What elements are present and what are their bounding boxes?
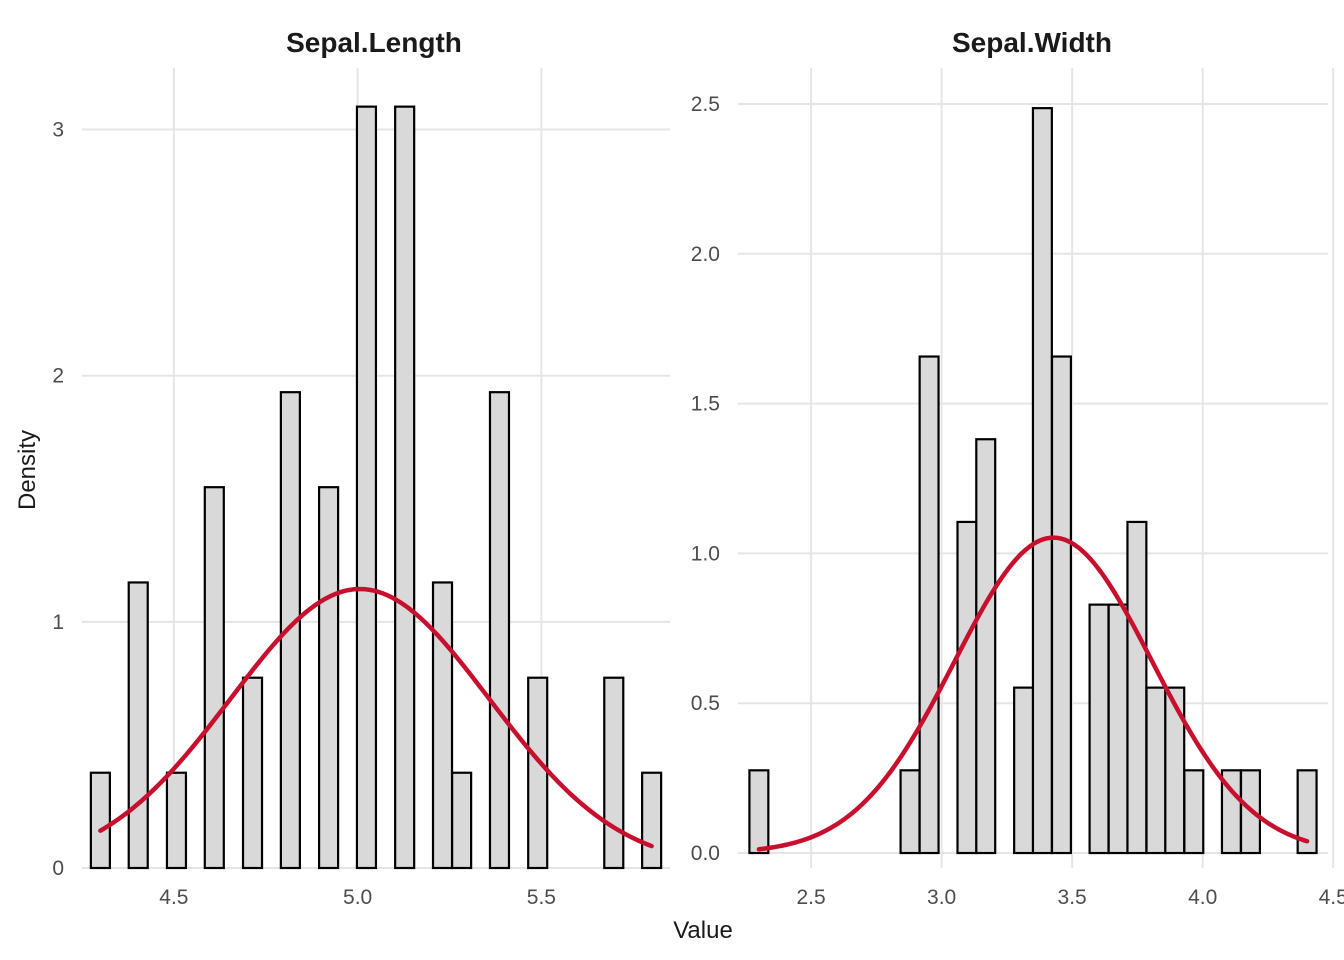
normal-density-curve bbox=[756, 535, 1310, 852]
histogram-bar bbox=[1183, 769, 1205, 855]
histogram-bar bbox=[956, 520, 978, 855]
bars-sepal-width bbox=[748, 107, 1318, 855]
y-tick-label: 0 bbox=[52, 857, 64, 880]
panel-title-sepal-length: Sepal.Length bbox=[286, 27, 462, 58]
histogram-bar bbox=[127, 581, 149, 870]
y-tick-label: 1.5 bbox=[691, 393, 720, 416]
histogram-bar bbox=[317, 486, 340, 870]
histogram-bar bbox=[451, 771, 473, 870]
histogram-bar bbox=[1296, 769, 1318, 855]
histogram-bar bbox=[488, 391, 511, 870]
histogram-bar bbox=[355, 105, 378, 870]
histogram-bar bbox=[527, 676, 549, 870]
y-tick-label: 1 bbox=[52, 611, 64, 634]
bars-sepal-length bbox=[89, 105, 663, 870]
y-tick-labels-sepal-length: 0 1 2 3 bbox=[52, 119, 64, 880]
x-tick-label: 4.5 bbox=[159, 886, 188, 909]
y-tick-label: 2 bbox=[52, 365, 64, 388]
y-tick-labels-sepal-width: 0.0 0.5 1.0 1.5 2.0 2.5 bbox=[691, 93, 720, 865]
panel-sepal-width: 2.5 3.0 3.5 4.0 4.5 0.0 0.5 1.0 1.5 2.0 2.5 Sepal… bbox=[691, 27, 1344, 909]
x-tick-label: 5.5 bbox=[527, 886, 556, 909]
histogram-bar bbox=[641, 771, 663, 870]
x-tick-label: 3.0 bbox=[927, 886, 956, 909]
histogram-bar bbox=[203, 486, 225, 870]
x-tick-labels-sepal-length: 4.5 5.0 5.5 bbox=[159, 886, 556, 909]
histogram-bar bbox=[89, 771, 111, 870]
x-tick-labels-sepal-width: 2.5 3.0 3.5 4.0 4.5 bbox=[796, 886, 1344, 909]
histogram-bar bbox=[279, 391, 301, 870]
histogram-bar bbox=[1107, 603, 1129, 855]
x-tick-label: 3.5 bbox=[1058, 886, 1087, 909]
histogram-bar bbox=[394, 105, 416, 870]
y-tick-label: 2.0 bbox=[691, 243, 720, 266]
panel-title-sepal-width: Sepal.Width bbox=[952, 27, 1112, 58]
histogram-bar bbox=[1088, 603, 1110, 855]
x-axis-title: Value bbox=[673, 917, 733, 944]
y-tick-label: 2.5 bbox=[691, 93, 720, 116]
histogram-bar bbox=[241, 676, 264, 870]
histogram-bar bbox=[1031, 107, 1053, 855]
x-tick-label: 4.0 bbox=[1188, 886, 1217, 909]
histogram-bar bbox=[1145, 686, 1167, 855]
x-tick-label: 2.5 bbox=[796, 886, 825, 909]
histogram-bar bbox=[748, 769, 770, 855]
curve-sepal-length bbox=[98, 586, 654, 849]
y-tick-label: 0.0 bbox=[691, 842, 720, 865]
histogram-bar bbox=[975, 438, 997, 855]
histogram-bar bbox=[918, 355, 940, 855]
histogram-bar bbox=[1126, 520, 1148, 855]
y-tick-label: 0.5 bbox=[691, 692, 720, 715]
y-tick-label: 3 bbox=[52, 119, 64, 142]
histogram-bar bbox=[1013, 686, 1035, 855]
curve-sepal-width bbox=[756, 535, 1310, 852]
x-tick-label: 5.0 bbox=[343, 886, 372, 909]
histogram-bar bbox=[165, 771, 188, 870]
histogram-bar bbox=[899, 769, 921, 855]
y-tick-label: 1.0 bbox=[691, 542, 720, 565]
histogram-bar bbox=[431, 581, 454, 870]
histogram-bar bbox=[1050, 355, 1073, 855]
normal-density-curve bbox=[98, 586, 654, 849]
panel-sepal-length: 4.5 5.0 5.5 0 1 2 3 Sepal.Length bbox=[52, 27, 670, 909]
y-axis-title: Density bbox=[14, 430, 41, 510]
histogram-bar bbox=[603, 676, 625, 870]
x-tick-label: 4.5 bbox=[1319, 886, 1344, 909]
